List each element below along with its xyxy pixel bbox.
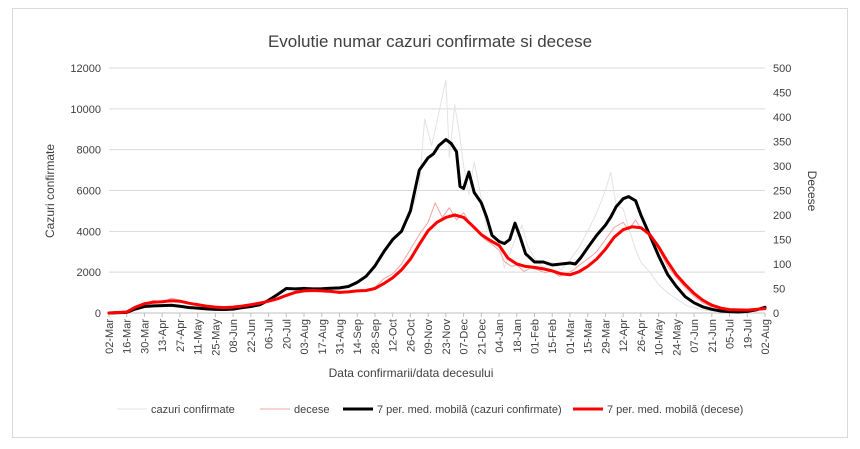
x-tick-label: 01-Mar — [565, 319, 577, 354]
x-tick-label: 14-Sep — [352, 319, 364, 354]
x-tick-label: 08-Jun — [228, 319, 240, 353]
x-tick-label: 12-Apr — [618, 319, 630, 352]
x-tick-label: 05-Jul — [725, 319, 737, 349]
x-tick-label: 23-Nov — [441, 319, 453, 355]
x-tick-label: 25-May — [210, 319, 222, 356]
x-tick-label: 21-Dec — [476, 319, 488, 355]
series-layer — [107, 79, 767, 315]
x-tick-label: 16-Mar — [122, 319, 134, 354]
x-tick-label: 01-Feb — [530, 319, 542, 354]
right-tick-label: 0 — [773, 308, 779, 320]
x-tick-label: 30-Mar — [139, 319, 151, 354]
right-tick-label: 350 — [773, 137, 791, 149]
legend-label-2: 7 per. med. mobilă (cazuri confirmate) — [377, 404, 562, 416]
x-tick-label: 28-Sep — [370, 319, 382, 354]
legend: cazuri confirmate decese 7 per. med. mobil… — [117, 404, 743, 416]
x-tick-label: 26-Oct — [405, 319, 417, 352]
series-line-0 — [108, 79, 766, 314]
left-tick-label: 10000 — [70, 104, 101, 116]
x-tick-label: 20-Jul — [281, 319, 293, 349]
left-tick-label: 2000 — [77, 267, 101, 279]
dual-axis-line-chart: Evolutie numar cazuri confirmate si dece… — [43, 32, 819, 416]
x-tick-label: 07-Jun — [689, 319, 701, 353]
left-tick-label: 4000 — [77, 226, 101, 238]
right-axis-ticks: 0 50 100 150 200 250 300 350 400 450 500 — [773, 63, 791, 320]
right-tick-label: 150 — [773, 235, 791, 247]
right-tick-label: 300 — [773, 161, 791, 173]
right-tick-label: 50 — [773, 284, 785, 296]
left-tick-label: 12000 — [70, 63, 101, 75]
x-axis-title: Data confirmarii/data decesului — [329, 366, 494, 380]
x-tick-label: 24-May — [671, 319, 683, 356]
left-tick-label: 0 — [95, 308, 101, 320]
x-tick-label: 06-Jul — [264, 319, 276, 349]
x-tick-label: 02-Mar — [104, 319, 116, 354]
x-tick-label: 31-Aug — [334, 319, 346, 354]
left-tick-label: 6000 — [77, 186, 101, 198]
right-tick-label: 200 — [773, 210, 791, 222]
x-tick-label: 04-Jan — [494, 319, 506, 353]
left-axis-ticks: 0 2000 4000 6000 8000 10000 12000 — [70, 63, 101, 320]
right-tick-label: 100 — [773, 259, 791, 271]
series-line-3 — [107, 213, 767, 315]
x-tick-label: 29-Mar — [600, 319, 612, 354]
x-tick-label: 27-Apr — [175, 319, 187, 352]
right-tick-label: 400 — [773, 112, 791, 124]
x-tick-label: 09-Nov — [423, 319, 435, 355]
chart-title: Evolutie numar cazuri confirmate si dece… — [268, 32, 592, 51]
x-tick-label: 13-Apr — [157, 319, 169, 352]
x-tick-label: 18-Jan — [512, 319, 524, 353]
x-tick-label: 21-Jun — [707, 319, 719, 353]
gridlines — [109, 67, 765, 314]
x-tick-label: 02-Aug — [760, 319, 772, 354]
legend-label-3: 7 per. med. mobilă (decese) — [607, 404, 743, 416]
x-tick-label: 26-Apr — [636, 319, 648, 352]
left-tick-label: 8000 — [77, 145, 101, 157]
right-axis-title: Decese — [805, 171, 819, 212]
right-tick-label: 500 — [773, 63, 791, 75]
right-tick-label: 450 — [773, 88, 791, 100]
left-axis-title: Cazuri confirmate — [43, 144, 57, 238]
series-line-2 — [107, 138, 767, 315]
x-tick-label: 22-Jun — [246, 319, 258, 353]
x-tick-label: 10-May — [654, 319, 666, 356]
legend-label-1: decese — [294, 404, 329, 416]
x-tick-label: 11-May — [193, 319, 205, 355]
x-tick-label: 07-Dec — [459, 319, 471, 355]
x-tick-label: 17-Aug — [317, 319, 329, 354]
right-tick-label: 250 — [773, 186, 791, 198]
x-tick-label: 15-Feb — [547, 319, 559, 354]
x-axis-ticks: 02-Mar 16-Mar 30-Mar 13-Apr 27-Apr 11-May 25-M… — [104, 313, 772, 356]
x-tick-label: 19-Jul — [742, 319, 754, 349]
chart-frame: Evolutie numar cazuri confirmate si dece… — [12, 8, 848, 438]
x-tick-label: 15-Mar — [583, 319, 595, 354]
x-tick-label: 12-Oct — [388, 319, 400, 352]
legend-label-0: cazuri confirmate — [151, 404, 235, 416]
x-tick-label: 03-Aug — [299, 319, 311, 354]
